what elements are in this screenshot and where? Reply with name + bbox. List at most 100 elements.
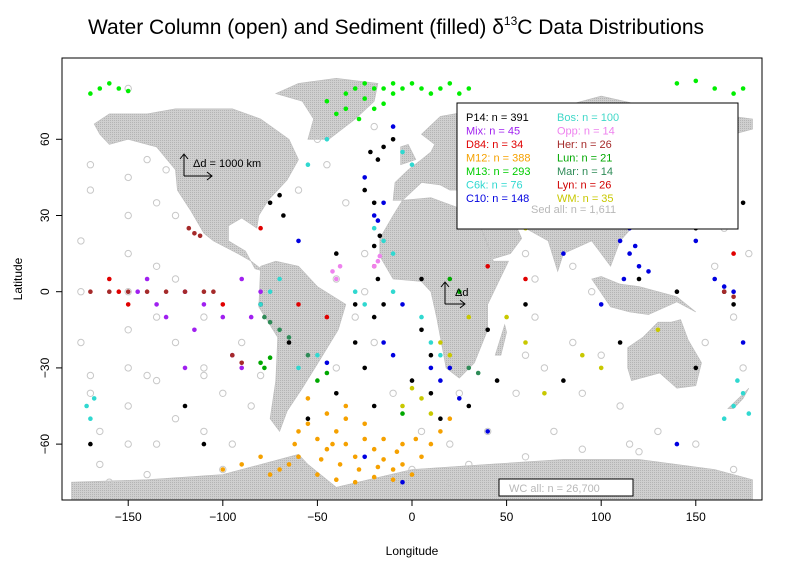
sediment-point <box>438 378 443 383</box>
water-column-point <box>745 249 753 258</box>
sediment-point <box>88 441 93 447</box>
water-column-point <box>171 275 180 283</box>
sediment-point <box>362 436 368 442</box>
water-column-point <box>446 440 454 448</box>
sediment-point <box>267 355 273 361</box>
sediment-point <box>334 477 339 483</box>
sediment-point <box>352 289 358 295</box>
sediment-point <box>390 91 396 96</box>
water-column-point <box>578 445 586 453</box>
sediment-point <box>712 86 717 91</box>
water-column-point <box>521 249 530 258</box>
sediment-point <box>632 243 638 249</box>
sediment-point <box>419 276 424 282</box>
sediment-point <box>107 289 112 295</box>
sediment-point <box>400 86 405 91</box>
water-column-point <box>465 351 473 359</box>
sediment-point <box>220 314 226 320</box>
sediment-point <box>192 327 197 333</box>
sediment-point <box>375 276 381 282</box>
sediment-point <box>230 352 235 358</box>
water-column-point <box>550 427 558 436</box>
sediment-point <box>277 327 282 333</box>
sediment-point <box>116 289 122 295</box>
sediment-point <box>400 441 405 447</box>
sediment-point <box>731 289 736 295</box>
water-column-point <box>219 389 227 397</box>
sediment-point <box>220 302 226 307</box>
y-axis-label: Latitude <box>11 257 25 301</box>
sediment-point <box>163 314 169 320</box>
sediment-point <box>352 302 358 307</box>
water-column-point <box>342 199 350 207</box>
sediment-point <box>201 302 207 307</box>
water-column-point <box>228 440 237 448</box>
legend-entry: Opp: n = 14 <box>557 126 615 138</box>
water-column-point <box>124 249 132 258</box>
sediment-point <box>466 403 472 409</box>
sediment-point <box>447 81 453 86</box>
sediment-point <box>362 365 368 371</box>
sediment-point <box>712 276 717 282</box>
legend-entry: P14: n = 391 <box>466 112 529 124</box>
water-column-point <box>531 275 539 283</box>
sediment-point <box>381 86 386 91</box>
land-indonesia <box>591 276 696 315</box>
water-column-point <box>171 338 180 347</box>
sediment-point <box>220 467 226 472</box>
water-column-point <box>256 371 265 380</box>
water-column-point <box>105 135 114 144</box>
sediment-point <box>438 416 443 422</box>
sediment-point <box>731 294 736 300</box>
water-column-point <box>294 338 303 347</box>
sediment-point <box>334 429 339 434</box>
sediment-point <box>362 81 368 86</box>
sediment-point <box>371 243 377 249</box>
water-column-point <box>739 364 747 372</box>
water-column-point <box>124 173 132 182</box>
sediment-point <box>84 403 89 409</box>
sediment-point <box>485 264 491 269</box>
water-column-point <box>654 427 662 436</box>
sediment-point <box>580 352 585 358</box>
sediment-point <box>731 302 736 307</box>
sediment-point <box>315 378 320 383</box>
sediment-point <box>377 233 383 239</box>
sediment-point <box>740 86 746 91</box>
sediment-point <box>337 264 343 269</box>
land-new-zealand <box>727 387 750 409</box>
sediment-point <box>296 238 301 244</box>
sediment-point <box>438 429 443 434</box>
water-column-point <box>171 211 180 220</box>
sediment-point <box>428 391 434 396</box>
scale-label-1000km: Δd = 1000 km <box>193 158 261 170</box>
water-column-point <box>152 199 161 207</box>
sediment-point <box>125 289 131 295</box>
sediment-point <box>125 88 131 94</box>
sediment-point <box>409 472 415 477</box>
sediment-point <box>400 302 405 307</box>
sediment-point <box>381 302 386 307</box>
sediment-point <box>258 289 263 295</box>
land-australia <box>627 319 702 389</box>
sediment-point <box>740 200 746 206</box>
water-column-point <box>152 313 161 321</box>
sediment-point <box>636 276 642 282</box>
sediment-point <box>621 276 627 282</box>
sediment-point <box>438 86 443 91</box>
sediment-point <box>447 352 453 358</box>
sediment-point <box>419 314 424 320</box>
sediment-point <box>371 403 377 409</box>
sediment-point <box>343 91 349 96</box>
sediment-point <box>428 365 434 371</box>
sediment-point <box>186 225 192 231</box>
sediment-point <box>466 365 472 371</box>
sediment-point <box>400 411 405 416</box>
sediment-point <box>182 289 188 295</box>
sediment-point <box>428 411 434 416</box>
sediment-point <box>475 370 481 376</box>
sediment-point <box>277 467 282 472</box>
water-column-point <box>152 440 161 448</box>
sediment-point <box>400 403 405 409</box>
sediment-point <box>394 449 400 455</box>
